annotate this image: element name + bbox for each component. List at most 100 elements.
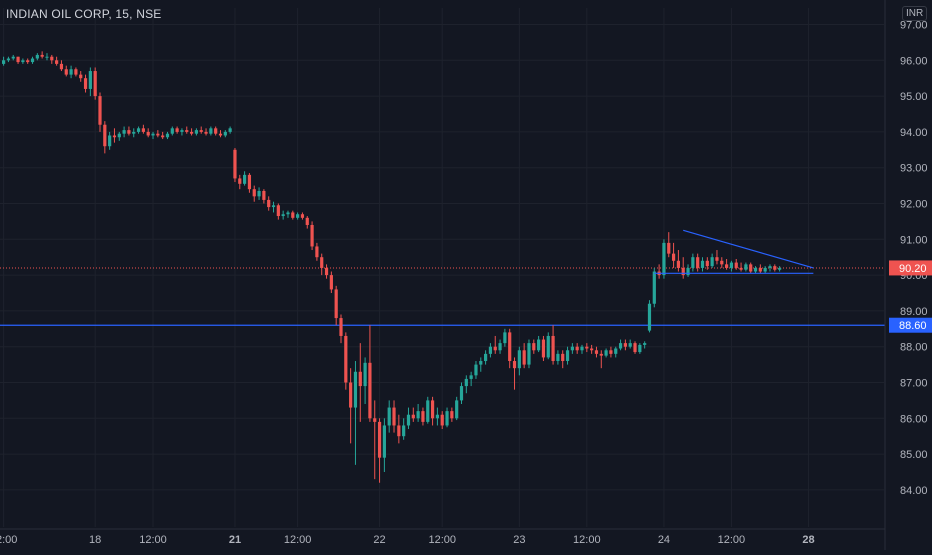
candle-body <box>402 425 406 437</box>
candle <box>430 396 435 426</box>
y-tick-label: 96.00 <box>900 55 928 67</box>
candle-body <box>257 190 261 197</box>
candle <box>580 344 584 354</box>
candle-body <box>353 371 358 408</box>
price-badges: 90.20 88.60 <box>889 260 932 333</box>
candle-body <box>541 339 546 358</box>
candle-body <box>667 242 671 254</box>
candle-body <box>590 348 594 351</box>
candle-body <box>117 133 121 138</box>
candle <box>353 361 358 465</box>
candle <box>247 173 252 193</box>
candle-body <box>165 133 170 138</box>
candle-body <box>93 71 97 97</box>
candle <box>551 325 555 365</box>
x-tick-label: 12:00 <box>428 534 456 546</box>
candle <box>575 343 579 354</box>
candle-body <box>281 214 285 217</box>
candle-body <box>435 414 439 419</box>
candle <box>103 121 107 154</box>
candle-body <box>594 350 599 354</box>
candle <box>700 257 705 272</box>
candle-body <box>445 411 449 426</box>
candle <box>556 350 560 365</box>
last-price-badge-bg <box>889 260 932 276</box>
candle <box>532 339 536 354</box>
candle <box>59 60 64 72</box>
candle-body <box>580 346 584 351</box>
candle-body <box>329 275 333 290</box>
candle <box>238 174 242 190</box>
y-tick-label: 86.00 <box>900 413 928 425</box>
candle <box>778 266 782 272</box>
candle <box>165 131 170 140</box>
candle <box>440 411 444 430</box>
candle <box>141 124 145 134</box>
candle-body <box>484 353 488 362</box>
candle <box>406 407 411 430</box>
candle-body <box>725 264 729 268</box>
candle <box>628 339 632 349</box>
currency-badge[interactable]: INR <box>902 6 928 21</box>
candle <box>324 264 329 279</box>
candle-body <box>676 260 680 268</box>
candle-body <box>11 56 15 59</box>
candle <box>498 339 502 354</box>
candle-body <box>300 214 305 218</box>
candle <box>744 262 748 272</box>
candle <box>508 328 512 369</box>
candle <box>329 271 333 293</box>
last-price-badge: 90.20 <box>889 260 932 276</box>
candle-body <box>320 257 324 268</box>
y-tick-label: 97.00 <box>900 20 928 32</box>
candle <box>758 264 762 274</box>
candle <box>768 264 772 272</box>
candle-body <box>522 350 526 365</box>
candle-body <box>55 60 59 64</box>
candle-body <box>305 217 309 225</box>
candle-body <box>30 58 35 63</box>
candle-body <box>430 400 435 419</box>
candle-body <box>50 56 54 61</box>
candle <box>363 357 367 404</box>
candle-body <box>324 267 329 276</box>
candle <box>132 128 136 138</box>
candle <box>773 264 777 272</box>
x-tick-label: 12:00 <box>284 534 312 546</box>
candle-body <box>570 346 574 351</box>
candle <box>358 343 362 422</box>
candle <box>286 210 290 218</box>
last-price-badge-text: 90.20 <box>899 263 927 275</box>
candle <box>214 126 218 136</box>
candle-body <box>773 266 777 270</box>
candle <box>252 185 256 202</box>
candle <box>35 53 39 61</box>
candle <box>484 350 488 365</box>
candle-body <box>556 353 560 362</box>
candle <box>11 54 15 61</box>
candle <box>262 189 266 204</box>
candle-body <box>214 128 218 134</box>
candle <box>373 400 377 480</box>
candle-body <box>575 346 579 351</box>
candle-body <box>233 149 237 179</box>
candle-body <box>228 128 232 132</box>
candle-body <box>339 318 343 336</box>
support-line-badge: 88.60 <box>889 317 932 333</box>
candle-body <box>763 267 767 272</box>
candle-body <box>768 266 772 268</box>
candle-body <box>373 418 377 422</box>
candle <box>570 343 574 354</box>
candle <box>55 56 59 66</box>
candle-body <box>508 332 512 362</box>
candle <box>320 253 324 276</box>
candle <box>503 328 507 347</box>
candle-body <box>199 130 203 132</box>
candle <box>122 126 126 138</box>
candle <box>392 400 396 433</box>
candle <box>671 242 676 268</box>
candle <box>257 187 261 200</box>
y-tick-label: 93.00 <box>900 163 928 175</box>
